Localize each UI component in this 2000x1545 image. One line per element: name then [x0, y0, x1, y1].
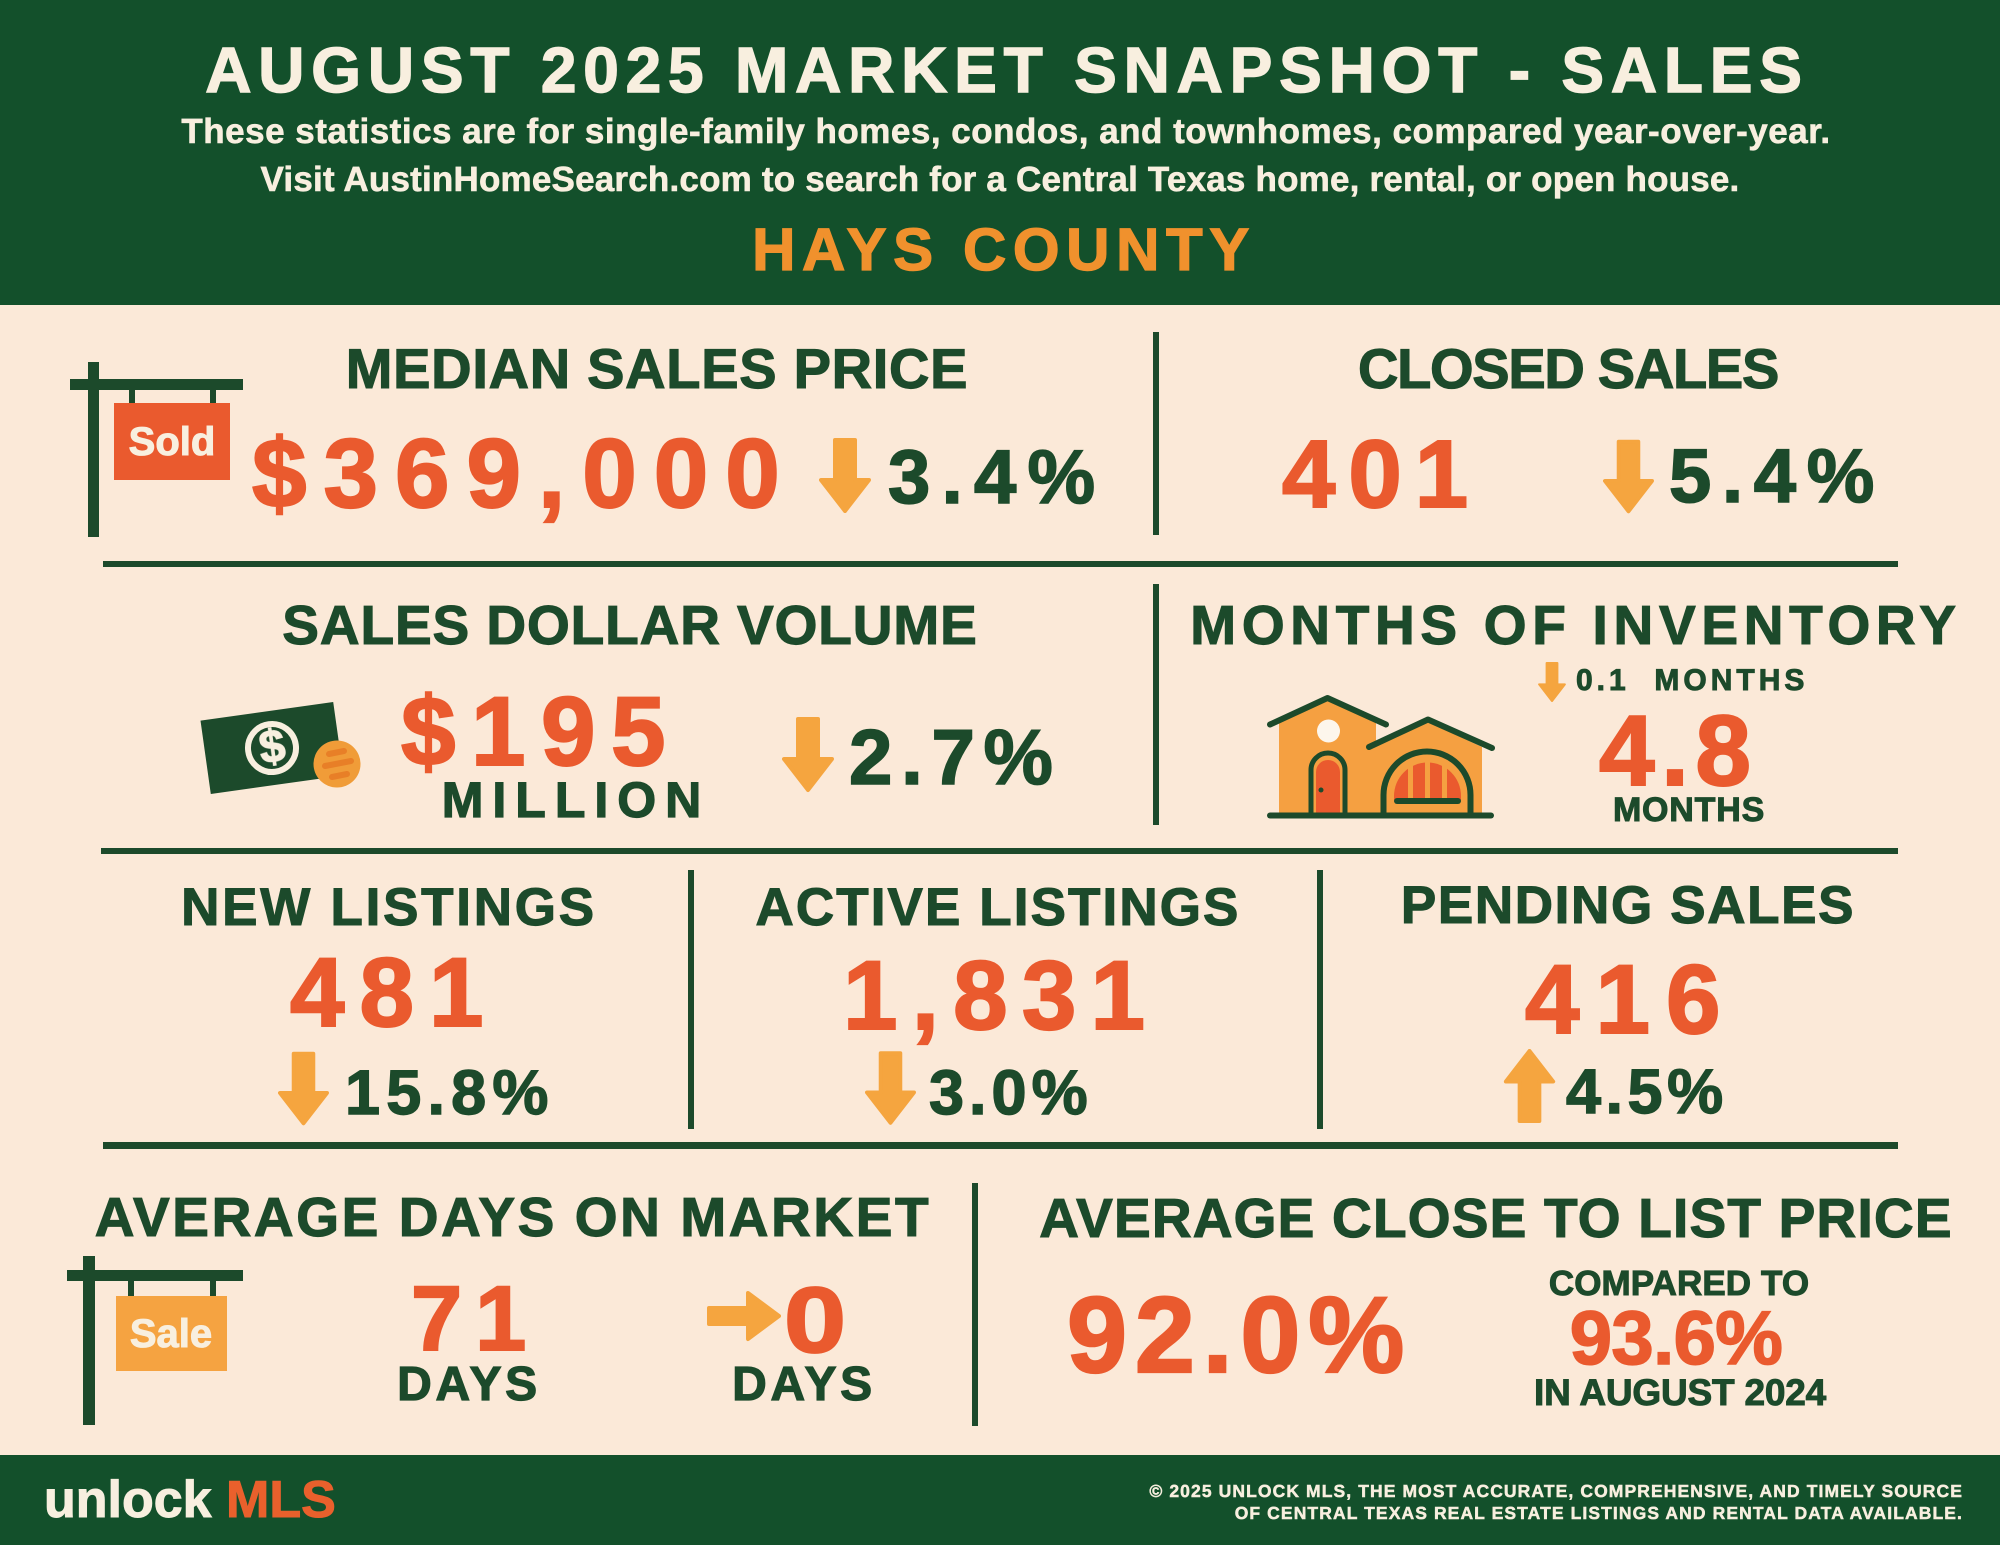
svg-text:Sold: Sold: [129, 420, 216, 464]
svg-text:Sale: Sale: [130, 1312, 212, 1356]
